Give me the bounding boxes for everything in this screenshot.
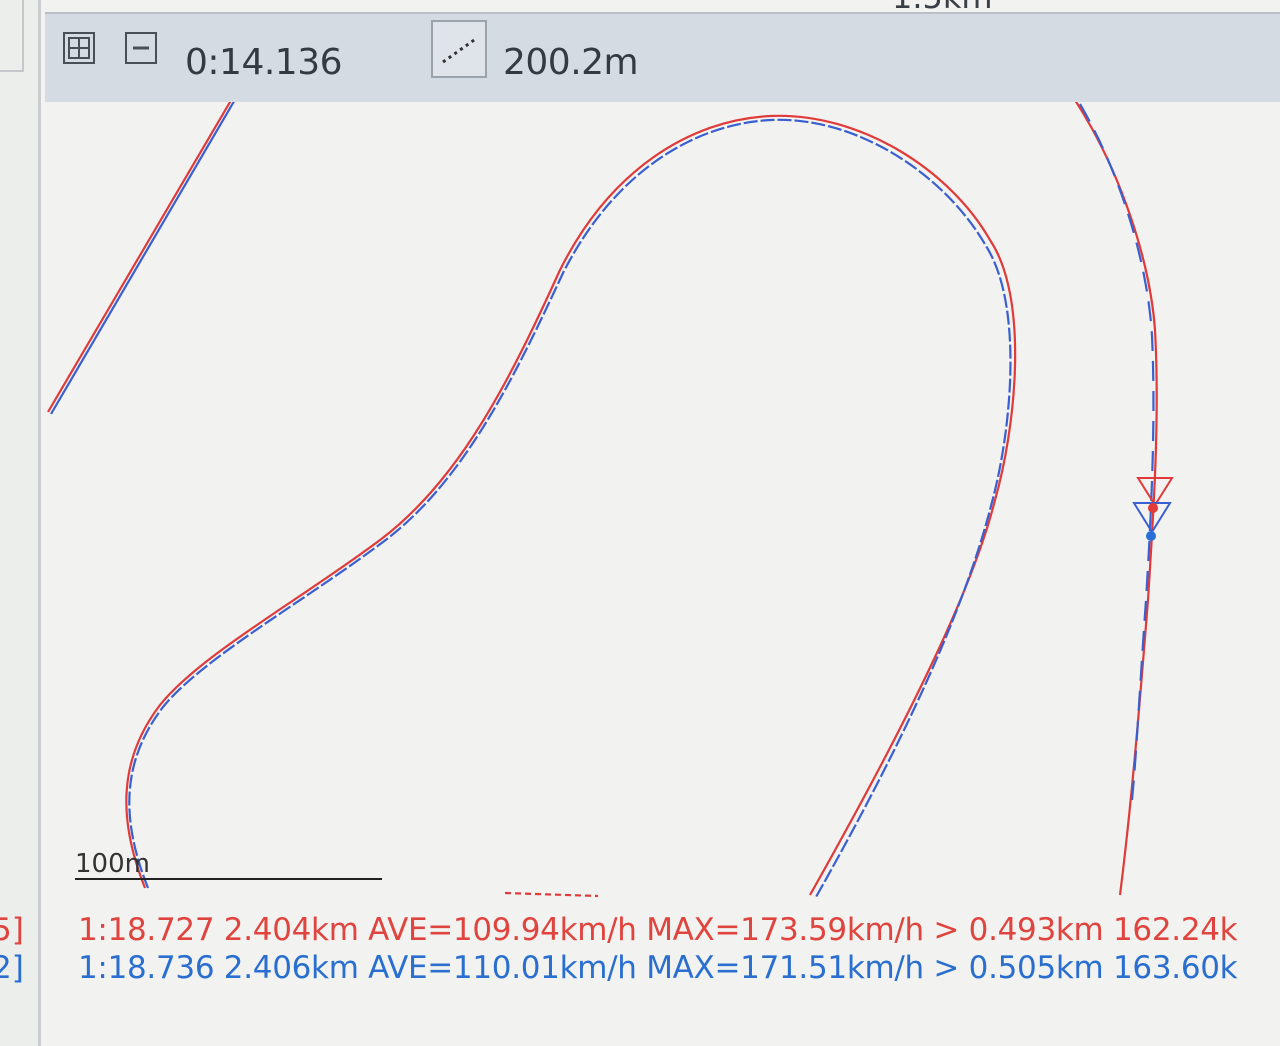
track-blue xyxy=(128,118,1012,898)
measure-button[interactable] xyxy=(431,20,487,78)
track-blue xyxy=(1079,103,1155,801)
zoom-in-button[interactable] xyxy=(63,32,95,64)
zoom-out-icon xyxy=(133,46,149,50)
track-red xyxy=(1074,99,1158,896)
lap-summary: 1:18.736 2.406km AVE=110.01km/h MAX=171.… xyxy=(78,950,1238,986)
zoom-out-button[interactable] xyxy=(125,32,157,64)
zoom-in-icon xyxy=(68,37,90,59)
track-segment xyxy=(504,891,599,898)
marker-dot-blue xyxy=(1146,531,1156,541)
lap-index: 2] xyxy=(0,950,24,986)
measure-icon xyxy=(442,36,478,64)
distance-readout: 200.2m xyxy=(503,42,639,83)
scale-label: 100m xyxy=(75,849,150,879)
track-red xyxy=(47,84,241,413)
time-readout: 0:14.136 xyxy=(185,42,343,83)
marker-dot-red xyxy=(1148,503,1158,513)
panel-corner xyxy=(0,0,24,72)
marker-blue xyxy=(1132,502,1172,534)
toolbar: 0:14.136 200.2m xyxy=(45,12,1280,102)
track-red xyxy=(125,114,1017,896)
side-panel xyxy=(0,0,41,1046)
track-blue xyxy=(50,85,244,415)
lap-index: 5] xyxy=(0,912,24,948)
marker-red xyxy=(1136,477,1174,507)
map-area xyxy=(41,0,1280,1046)
lap-summary: 1:18.727 2.404km AVE=109.94km/h MAX=173.… xyxy=(78,912,1238,948)
